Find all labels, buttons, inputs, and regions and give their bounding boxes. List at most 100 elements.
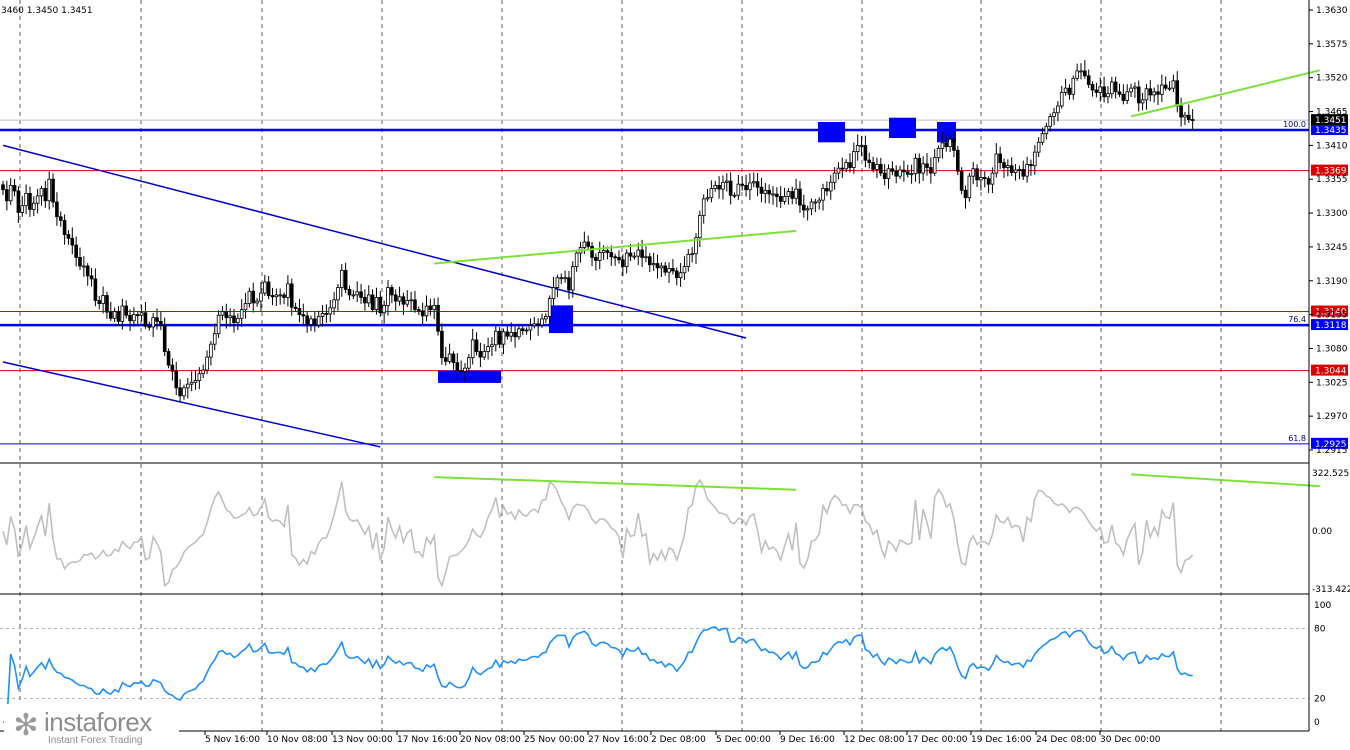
fib-label: 61.8: [1288, 434, 1306, 443]
candle-bear: [89, 275, 94, 280]
level-price-badge: [1311, 164, 1348, 176]
price-tick-label: 1.3025: [1316, 378, 1348, 388]
candle-bull: [698, 215, 702, 239]
signal-boxes: [438, 117, 956, 383]
time-tick-label: 17 Nov 16:00: [397, 735, 458, 745]
candle-bear: [1002, 162, 1006, 168]
candle-bull: [544, 316, 548, 320]
time-tick-label: 17 Dec 00:00: [907, 735, 968, 745]
candle-bull: [748, 182, 752, 191]
candle-bear: [536, 323, 540, 326]
candle-bull: [112, 311, 117, 319]
ohlc-header: 3460 1.3450 1.3451: [1, 6, 93, 16]
signal-box: [549, 305, 573, 334]
time-tick-label: 25 Nov 00:00: [524, 735, 585, 745]
candle-bull: [1036, 141, 1041, 153]
candle-bull: [366, 294, 371, 304]
candle-bear: [420, 310, 425, 317]
candle-bull: [786, 191, 791, 197]
candle-bull: [979, 176, 983, 181]
candle-bear: [74, 244, 78, 258]
level-price-badge: [1311, 305, 1348, 317]
candle-bull: [667, 268, 671, 273]
candle-bull: [209, 343, 213, 358]
level-price-label: 1.3435: [1315, 126, 1347, 136]
candle-bear: [1090, 84, 1095, 91]
candle-bull: [736, 183, 741, 196]
price-candles: [1, 59, 1195, 403]
candle-bull: [1040, 133, 1045, 143]
level-price-badge: [1311, 124, 1348, 135]
candle-bull: [278, 294, 282, 297]
candle-bull: [751, 181, 756, 184]
candle-bear: [917, 157, 922, 174]
candle-bear: [143, 312, 148, 327]
candle-bear: [586, 241, 590, 247]
candle-bull: [659, 265, 664, 269]
price-tick-label: 1.3245: [1316, 243, 1348, 253]
candle-bear: [174, 370, 179, 389]
candle-bull: [216, 314, 221, 335]
candle-bull: [236, 317, 240, 324]
candle-bear: [674, 270, 679, 279]
time-tick-label: 24 Dec 08:00: [1036, 735, 1097, 745]
candle-bull: [936, 148, 941, 159]
candle-bear: [313, 318, 317, 326]
candle-bull: [1017, 168, 1022, 171]
candle-bear: [640, 249, 644, 258]
candle-bear: [378, 296, 383, 314]
candle-bear: [135, 314, 140, 317]
time-tick-label: 5 Nov 16:00: [205, 735, 260, 745]
candle-bull: [262, 281, 267, 294]
candle-bear: [1102, 86, 1106, 98]
candle-bear: [58, 216, 63, 221]
candle-bull: [713, 184, 718, 189]
candle-bull: [374, 296, 379, 311]
candle-bull: [447, 353, 452, 362]
price-tick-label: 1.3630: [1316, 6, 1348, 16]
candle-bull: [994, 153, 999, 174]
rsi-tick-label: 0: [1314, 718, 1320, 728]
candle-bull: [1059, 92, 1064, 107]
candle-bull: [821, 188, 825, 201]
divergence-lines: [434, 69, 1320, 265]
candle-bear: [867, 159, 872, 164]
candle-bear: [1, 184, 5, 191]
candle-bear: [70, 237, 75, 246]
candle-bull: [1140, 99, 1145, 104]
candle-bull: [47, 178, 51, 202]
time-tick-label: 10 Nov 08:00: [267, 735, 328, 745]
candle-bear: [1067, 87, 1072, 95]
candle-bear: [775, 193, 779, 197]
candle-bear: [370, 294, 375, 311]
candle-bear: [778, 196, 783, 202]
candle-bear: [975, 168, 979, 181]
candle-bull: [644, 256, 648, 259]
candle-bull: [832, 172, 837, 183]
candle-bull: [967, 175, 972, 199]
candle-bear: [455, 362, 460, 372]
candle-bull: [432, 304, 436, 311]
candle-bear: [124, 305, 129, 316]
candle-bear: [497, 330, 502, 345]
current-price-badge: [1311, 114, 1348, 126]
candle-bear: [882, 172, 887, 180]
candle-bull: [1071, 77, 1076, 95]
candle-bull: [470, 339, 475, 359]
candle-bull: [286, 283, 290, 298]
candle-bear: [359, 291, 363, 298]
candle-bear: [170, 364, 175, 372]
price-axis: 1.36301.35751.35201.34651.34101.33551.33…: [0, 0, 1348, 732]
candle-bear: [648, 256, 652, 266]
candle-bull: [1025, 164, 1029, 177]
candle-bull: [690, 253, 694, 256]
candle-bull: [597, 252, 602, 261]
candle-bear: [609, 252, 614, 258]
candle-bear: [759, 186, 764, 194]
candle-bear: [998, 153, 1002, 164]
candle-bull: [632, 255, 637, 258]
candle-bear: [863, 144, 868, 161]
candle-bull: [636, 249, 641, 257]
candle-bear: [952, 138, 956, 151]
time-tick-label: 2 Dec 08:00: [651, 735, 706, 745]
